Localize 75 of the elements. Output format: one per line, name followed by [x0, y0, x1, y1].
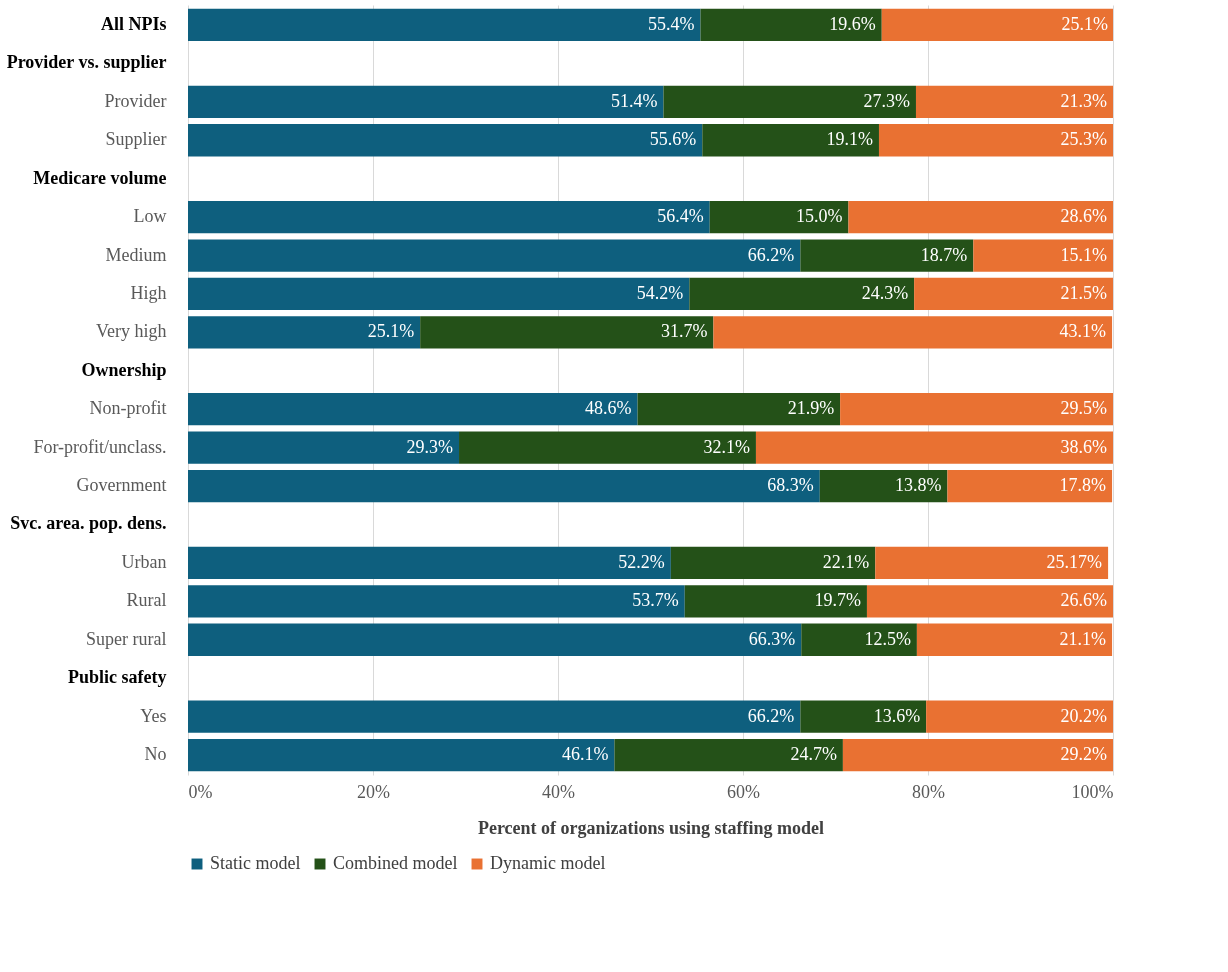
data-label: 12.5%	[864, 628, 911, 649]
y-tick-label: Medium	[105, 244, 167, 265]
x-tick-label: 40%	[542, 781, 575, 802]
data-label: 54.2%	[636, 282, 684, 303]
y-tick-label: Yes	[140, 705, 167, 726]
data-label: 24.7%	[790, 744, 837, 765]
data-label: 51.4%	[610, 90, 658, 111]
y-tick-label: High	[130, 282, 167, 303]
data-label: 25.3%	[1060, 129, 1107, 150]
data-label: 55.6%	[649, 129, 697, 150]
legend-label: Dynamic model	[490, 853, 606, 873]
data-label: 66.3%	[748, 628, 796, 649]
x-tick-label: 60%	[727, 781, 760, 802]
data-label: 29.3%	[406, 436, 454, 457]
data-label: 52.2%	[618, 551, 665, 572]
data-label: 53.7%	[632, 590, 679, 611]
data-label: 13.8%	[894, 475, 942, 496]
data-label: 27.3%	[863, 90, 910, 111]
data-label: 68.3%	[767, 475, 814, 496]
data-label: 21.1%	[1059, 628, 1107, 649]
y-tick-label: Non-profit	[89, 398, 167, 419]
data-label: 31.7%	[660, 321, 708, 342]
data-label: 20.2%	[1060, 705, 1107, 726]
y-tick-label: Medicare volume	[33, 167, 167, 188]
y-tick-label: Government	[76, 475, 167, 496]
y-tick-label: Urban	[121, 551, 167, 572]
data-label: 43.1%	[1059, 321, 1107, 342]
data-label: 46.1%	[561, 744, 609, 765]
y-tick-label: Provider vs. supplier	[6, 52, 167, 73]
y-tick-label: Supplier	[105, 129, 167, 150]
data-label: 21.5%	[1060, 282, 1107, 303]
y-tick-label: Public safety	[68, 667, 167, 688]
legend-label: Combined model	[333, 853, 458, 873]
y-tick-label: No	[144, 744, 167, 765]
data-label: 26.6%	[1060, 590, 1107, 611]
y-tick-label: Ownership	[81, 359, 167, 380]
legend-label: Static model	[210, 853, 301, 873]
data-label: 25.1%	[367, 321, 415, 342]
y-tick-label: For-profit/unclass.	[33, 436, 167, 457]
data-label: 29.5%	[1060, 398, 1107, 419]
y-tick-label: Super rural	[86, 628, 167, 649]
y-tick-label: Svc. area. pop. dens.	[10, 513, 167, 534]
data-label: 28.6%	[1060, 206, 1107, 227]
x-tick-label: 100%	[1071, 781, 1114, 802]
y-tick-label: Rural	[126, 590, 167, 611]
data-label: 24.3%	[861, 282, 909, 303]
data-label: 19.6%	[829, 13, 876, 34]
x-axis-title: Percent of organizations using staffing model	[477, 817, 825, 838]
data-label: 17.8%	[1059, 475, 1107, 496]
x-tick-label: 0%	[188, 781, 213, 802]
data-label: 15.0%	[795, 206, 843, 227]
data-label: 19.1%	[826, 129, 873, 150]
data-label: 15.1%	[1060, 244, 1107, 265]
data-label: 55.4%	[647, 13, 695, 34]
y-tick-label: All NPIs	[100, 13, 167, 34]
data-label: 13.6%	[873, 705, 921, 726]
data-label: 56.4%	[657, 206, 704, 227]
data-label: 21.9%	[787, 398, 835, 419]
data-label: 21.3%	[1060, 90, 1107, 111]
data-label: 66.2%	[747, 705, 795, 726]
data-label: 25.17%	[1046, 551, 1103, 572]
data-label: 25.1%	[1061, 13, 1108, 34]
data-label: 48.6%	[585, 398, 632, 419]
y-tick-label: Low	[133, 206, 167, 227]
data-label: 19.7%	[814, 590, 861, 611]
data-label: 38.6%	[1060, 436, 1107, 457]
x-tick-label: 80%	[912, 781, 945, 802]
data-label: 32.1%	[703, 436, 750, 457]
data-label: 18.7%	[920, 244, 968, 265]
x-tick-label: 20%	[357, 781, 390, 802]
data-label: 66.2%	[747, 244, 795, 265]
y-tick-label: Very high	[96, 321, 167, 342]
data-label: 29.2%	[1060, 744, 1107, 765]
data-label: 22.1%	[822, 551, 870, 572]
y-tick-label: Provider	[104, 90, 167, 111]
